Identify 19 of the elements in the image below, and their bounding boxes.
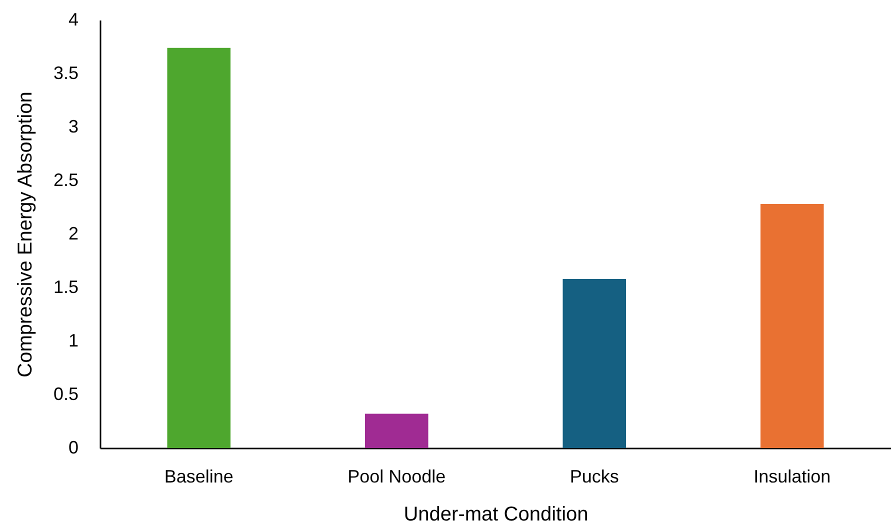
- bar: [364, 414, 428, 448]
- x-tick-label: Baseline: [164, 466, 234, 486]
- bar: [760, 204, 824, 448]
- x-tick-label: Pool Noodle: [348, 466, 446, 486]
- bar: [562, 278, 626, 448]
- x-tick-label: Pucks: [570, 466, 619, 486]
- y-tick-label: 2.5: [53, 170, 78, 190]
- y-tick-label: 4: [68, 10, 78, 30]
- y-tick-label: 0.5: [53, 384, 78, 404]
- y-axis-title: Compressive Energy Absorption: [14, 92, 36, 378]
- x-tick-label: Insulation: [754, 466, 831, 486]
- y-tick-label: 1: [68, 330, 78, 350]
- y-tick-label: 3.5: [53, 63, 78, 83]
- y-tick-label: 0: [68, 438, 78, 458]
- x-axis-title: Under-mat Condition: [404, 504, 588, 526]
- y-tick-label: 1.5: [53, 277, 78, 297]
- bar: [167, 48, 231, 448]
- y-tick-label: 2: [68, 224, 78, 244]
- y-tick-label: 3: [68, 116, 78, 136]
